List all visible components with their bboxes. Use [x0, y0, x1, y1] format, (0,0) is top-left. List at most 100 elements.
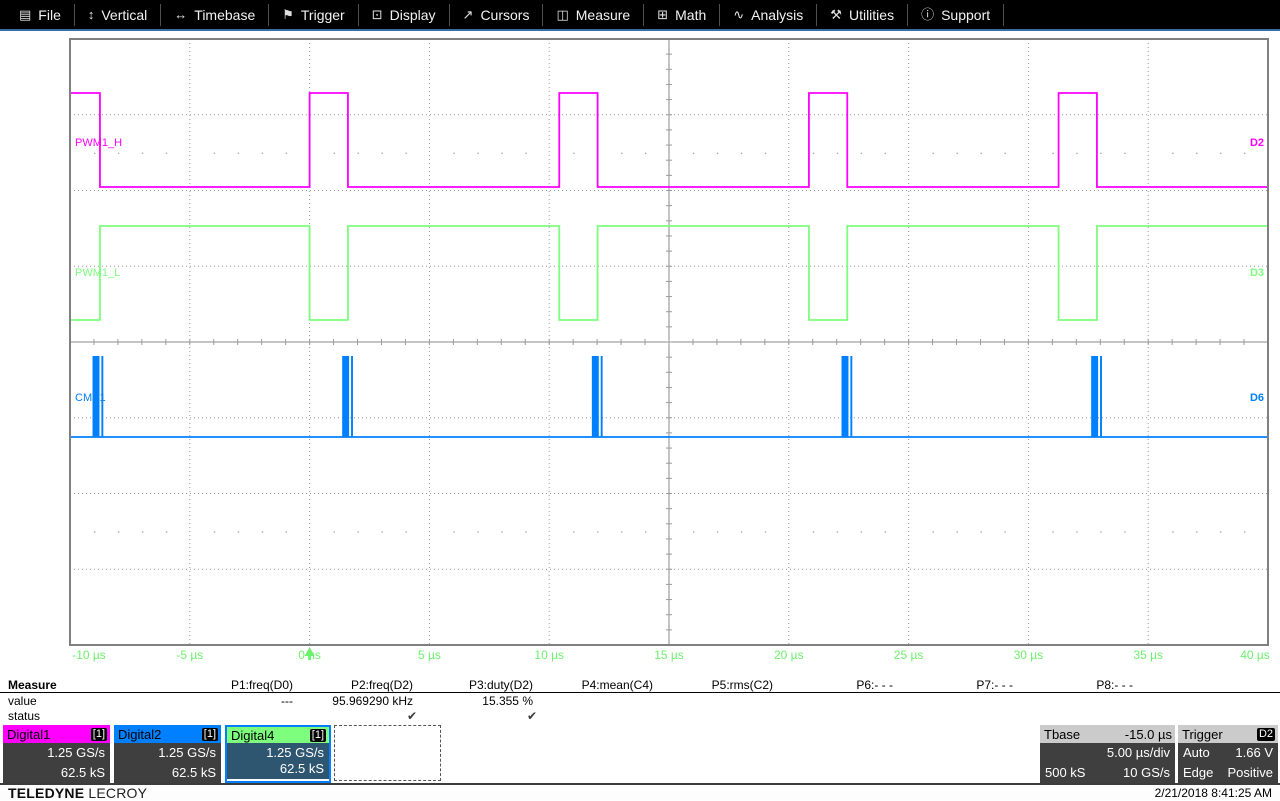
trace-CMP1-pulse[interactable] — [342, 356, 350, 437]
trace-label-CMP1[interactable]: CMP1 — [75, 392, 106, 404]
xaxis-tick-label: 20 µs — [774, 648, 804, 662]
measure-p8-header[interactable]: P8:- - - — [1096, 677, 1133, 692]
minor-dot — [956, 531, 958, 533]
trace-CMP1-pulse[interactable] — [351, 356, 353, 437]
minor-dot — [692, 152, 695, 155]
trigger-position-icon[interactable] — [304, 647, 315, 656]
digital1-sample-count: 62.5 kS — [60, 765, 105, 780]
measure-p6-header[interactable]: P6:- - - — [856, 677, 893, 692]
menu-bar: ▤ File ↕ Vertical ↔ Timebase ⚑ Trigger ⊡ Disp… — [0, 0, 1280, 31]
minor-dot — [1220, 152, 1222, 155]
trace-CMP1-pulse[interactable] — [591, 356, 599, 437]
menu-vertical[interactable]: ↕ Vertical — [75, 3, 162, 26]
measure-title: Measure — [8, 677, 57, 692]
measure-p4-header[interactable]: P4:mean(C4) — [581, 677, 653, 692]
menu-file[interactable]: ▤ File — [6, 3, 75, 26]
minor-dot — [405, 531, 407, 533]
measure-p1-value: --- — [281, 693, 293, 708]
channel-label-D2[interactable]: D2 — [1250, 137, 1264, 149]
minor-dot — [764, 152, 767, 155]
minor-dot — [1004, 531, 1006, 533]
digital1-sample-rate: 1.25 GS/s — [47, 745, 105, 760]
minor-dot — [1124, 531, 1126, 533]
digital1-group-badge: [1] — [90, 727, 107, 741]
trace-label-PWM1_H[interactable]: PWM1_H — [75, 137, 122, 149]
digital4-descriptor-box[interactable]: Digital4 [1] 1.25 GS/s 62.5 kS — [225, 725, 331, 783]
minor-dot — [477, 152, 479, 155]
minor-dot — [812, 152, 815, 155]
tools-icon: ⚒ — [830, 7, 842, 22]
menu-timebase[interactable]: ↔ Timebase — [161, 3, 270, 26]
menu-trigger[interactable]: ⚑ Trigger — [269, 3, 359, 26]
trigger-slope: Positive — [1227, 765, 1273, 780]
minor-dot — [1220, 531, 1222, 533]
xaxis-tick-label: -10 µs — [72, 648, 106, 662]
empty-descriptor-slot[interactable] — [334, 725, 441, 781]
digital2-descriptor-box[interactable]: Digital2 [1] 1.25 GS/s 62.5 kS — [114, 725, 221, 783]
minor-dot — [836, 152, 839, 155]
measure-p7-header[interactable]: P7:- - - — [976, 677, 1013, 692]
digital4-title: Digital4 — [231, 727, 275, 743]
trace-label-PWM1_L[interactable]: PWM1_L — [75, 267, 120, 279]
minor-dot — [237, 531, 240, 533]
trace-CMP1-pulse[interactable] — [850, 356, 853, 437]
trigger-mode-line: Auto 1.66 V — [1183, 745, 1273, 760]
menu-measure[interactable]: ◫ Measure — [543, 3, 645, 26]
measure-value-row: value --- 95.969290 kHz 15.355 % — [0, 693, 1280, 708]
minor-dot — [932, 152, 934, 155]
minor-dot — [884, 531, 887, 533]
measure-p3-header[interactable]: P3:duty(D2) — [468, 677, 533, 692]
trace-CMP1-pulse[interactable] — [92, 356, 100, 437]
menu-timebase-label: Timebase — [194, 6, 256, 23]
value-row-label: value — [8, 693, 37, 708]
trace-PWM1_L[interactable] — [70, 225, 1268, 321]
trace-CMP1-pulse[interactable] — [101, 356, 104, 437]
trace-CMP1-pulse[interactable] — [1100, 356, 1102, 437]
minor-dot — [621, 152, 623, 155]
menu-math[interactable]: ⊞ Math — [644, 3, 721, 26]
measure-p3-status-check-icon: ✔ — [526, 708, 537, 723]
minor-dot — [1100, 531, 1102, 533]
minor-dot — [261, 531, 264, 533]
menu-support-label: Support — [941, 6, 991, 23]
menu-cursors[interactable]: ↗ Cursors — [450, 3, 544, 26]
xaxis-tick-label: -5 µs — [176, 648, 203, 662]
trace-PWM1_H[interactable] — [70, 92, 1268, 188]
timebase-title: Tbase — [1044, 726, 1081, 742]
minor-dot — [1196, 531, 1198, 533]
trace-CMP1-pulse[interactable] — [1091, 356, 1099, 437]
digital1-descriptor-box[interactable]: Digital1 [1] 1.25 GS/s 62.5 kS — [3, 725, 110, 783]
minor-dot — [764, 531, 767, 533]
timebase-per-div: 5.00 µs/div — [1106, 745, 1170, 760]
trigger-type-line: Edge Positive — [1183, 765, 1273, 780]
timebase-body: 5.00 µs/div 500 kS 10 GS/s — [1040, 743, 1175, 783]
xaxis-tick-label: 30 µs — [1014, 648, 1044, 662]
minor-dot — [1076, 152, 1078, 155]
minor-dot — [836, 531, 839, 533]
trace-CMP1-pulse[interactable] — [600, 356, 603, 437]
measure-header-row: Measure P1:freq(D0) P2:freq(D2) P3:duty(… — [0, 677, 1280, 693]
measure-p2-header[interactable]: P2:freq(D2) — [350, 677, 413, 692]
horizontal-arrows-icon: ↔ — [174, 7, 188, 22]
vertical-arrows-icon: ↕ — [87, 7, 95, 22]
measure-p5-header[interactable]: P5:rms(C2) — [711, 677, 773, 692]
file-icon: ▤ — [19, 7, 32, 22]
minor-dot — [1052, 531, 1054, 533]
menu-display[interactable]: ⊡ Display — [359, 3, 450, 26]
measure-icon: ◫ — [556, 7, 569, 22]
measure-p1-header[interactable]: P1:freq(D0) — [230, 677, 293, 692]
trace-CMP1-pulse[interactable] — [841, 356, 849, 437]
channel-label-D3[interactable]: D3 — [1250, 267, 1264, 279]
timebase-descriptor-box[interactable]: Tbase -15.0 µs 5.00 µs/div 500 kS 10 GS/… — [1040, 725, 1175, 783]
digital1-body: 1.25 GS/s 62.5 kS — [3, 743, 110, 783]
trigger-descriptor-box[interactable]: Trigger D2 Auto 1.66 V Edge Positive — [1178, 725, 1278, 783]
channel-label-D6[interactable]: D6 — [1250, 392, 1264, 404]
descriptor-box-row: Digital1 [1] 1.25 GS/s 62.5 kS Digital2 … — [0, 725, 1280, 783]
minor-dot — [213, 531, 216, 533]
menu-utilities[interactable]: ⚒ Utilities — [817, 3, 909, 26]
minor-dot — [1196, 152, 1198, 155]
minor-dot — [381, 531, 383, 533]
menu-analysis[interactable]: ∿ Analysis — [720, 3, 818, 26]
menu-support[interactable]: ⓘ Support — [908, 3, 1005, 26]
